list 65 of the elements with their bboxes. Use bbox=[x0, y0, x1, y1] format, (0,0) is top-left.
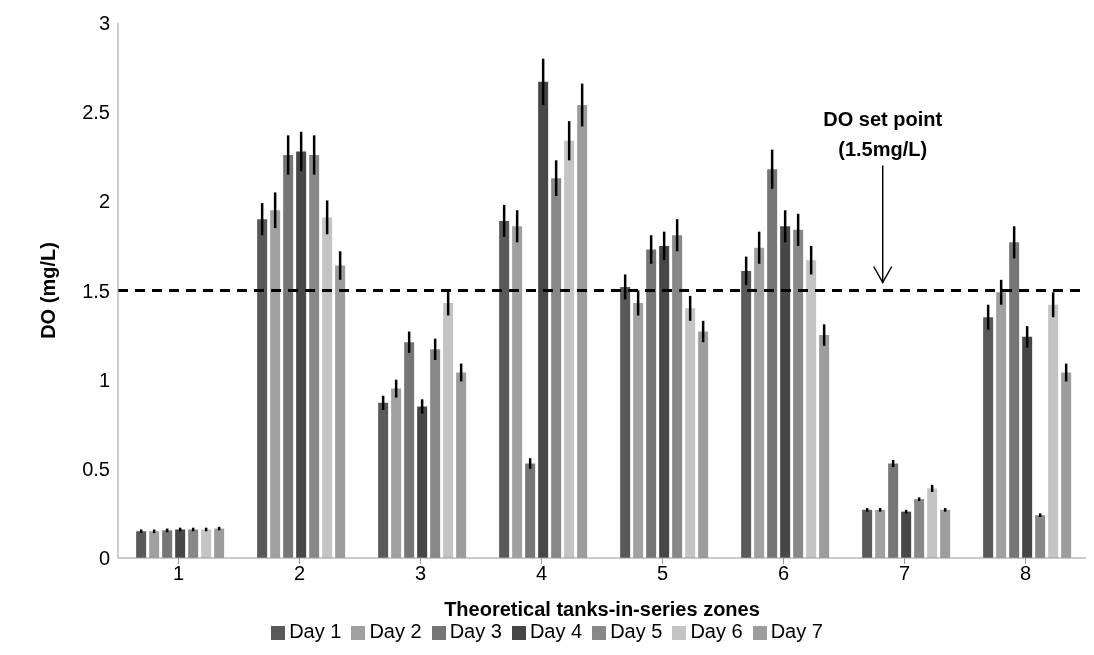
y-tick-label: 1 bbox=[98, 368, 110, 391]
x-tick-label: 5 bbox=[656, 562, 669, 585]
bar bbox=[188, 529, 199, 558]
legend-label: Day 2 bbox=[369, 620, 422, 642]
bar bbox=[1048, 304, 1059, 558]
bar bbox=[672, 235, 683, 558]
bar bbox=[793, 229, 804, 558]
legend-label: Day 3 bbox=[449, 620, 502, 642]
legend-label: Day 1 bbox=[289, 620, 342, 642]
bar bbox=[257, 219, 268, 558]
legend-label: Day 4 bbox=[529, 620, 583, 642]
bar bbox=[685, 308, 696, 558]
bar bbox=[136, 531, 147, 558]
y-tick-label: 0.5 bbox=[82, 457, 110, 480]
ref-line-label: DO set point (1.5mg/L) bbox=[823, 107, 943, 160]
bar bbox=[296, 151, 307, 558]
bar bbox=[378, 402, 389, 558]
bar bbox=[888, 463, 899, 558]
bar bbox=[862, 509, 873, 558]
bar bbox=[1022, 336, 1033, 558]
x-axis-title: Theoretical tanks-in-series zones bbox=[444, 598, 760, 620]
bar bbox=[914, 499, 925, 558]
bar bbox=[767, 169, 778, 558]
y-tick-label: 3 bbox=[98, 12, 110, 35]
legend-label: Day 5 bbox=[610, 620, 663, 642]
x-tick-label: 1 bbox=[172, 562, 185, 585]
bar bbox=[741, 270, 752, 558]
legend-label: Day 7 bbox=[770, 620, 823, 642]
bar bbox=[309, 154, 320, 558]
bar bbox=[283, 154, 294, 558]
bar bbox=[417, 406, 428, 558]
bar bbox=[901, 511, 912, 558]
bar bbox=[201, 529, 212, 558]
legend-label: Day 6 bbox=[690, 620, 743, 642]
bar bbox=[525, 463, 536, 558]
bar bbox=[538, 81, 549, 558]
y-tick-label: 2 bbox=[98, 190, 110, 213]
bar bbox=[1035, 515, 1046, 558]
x-tick-label: 8 bbox=[1019, 562, 1032, 585]
bar bbox=[983, 317, 994, 558]
bar bbox=[404, 342, 415, 558]
bar bbox=[443, 302, 454, 558]
y-axis-title: DO (mg/L) bbox=[37, 242, 60, 339]
x-tick-label: 2 bbox=[293, 562, 306, 585]
bar bbox=[1009, 242, 1020, 558]
y-tick-label: 1.5 bbox=[82, 279, 110, 302]
bar bbox=[162, 530, 173, 558]
bar bbox=[780, 226, 791, 558]
bar bbox=[564, 140, 575, 558]
x-tick-label: 6 bbox=[777, 562, 790, 585]
bar bbox=[175, 529, 186, 558]
bar bbox=[430, 349, 441, 558]
bar bbox=[499, 220, 510, 558]
bar bbox=[551, 178, 562, 558]
y-tick-label: 2.5 bbox=[82, 101, 110, 124]
bar bbox=[659, 245, 670, 558]
bar bbox=[927, 488, 938, 558]
x-tick-label: 4 bbox=[535, 562, 548, 585]
bar bbox=[620, 286, 631, 558]
bar bbox=[806, 260, 817, 558]
bar bbox=[646, 249, 657, 558]
x-tick-label: 7 bbox=[898, 562, 911, 585]
y-tick-label: 0 bbox=[98, 547, 110, 570]
x-tick-label: 3 bbox=[414, 562, 427, 585]
bar bbox=[322, 217, 333, 558]
